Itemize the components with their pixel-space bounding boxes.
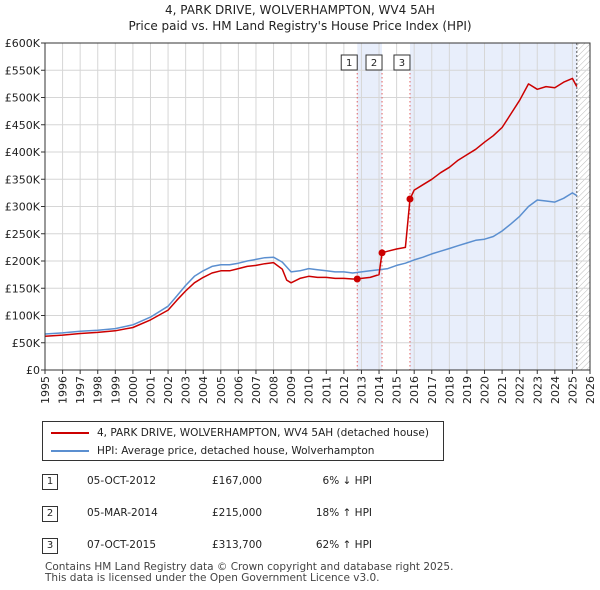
- x-tick-label: 2011: [320, 376, 333, 404]
- x-tick-label: 1996: [57, 376, 70, 404]
- x-tick-label: 2010: [303, 376, 316, 404]
- y-tick-label: £350K: [5, 173, 41, 186]
- footer-copyright: Contains HM Land Registry data © Crown c…: [45, 561, 454, 573]
- transaction-number: 3: [42, 538, 58, 554]
- transaction-label-box: [393, 54, 411, 71]
- y-tick-label: £500K: [5, 92, 41, 105]
- x-tick-label: 2012: [338, 376, 351, 404]
- y-tick-label: £100K: [5, 310, 41, 323]
- x-tick-label: 2013: [355, 376, 368, 404]
- x-tick-label: 1997: [74, 376, 87, 404]
- x-tick-label: 2022: [514, 376, 527, 404]
- transaction-label: 1: [346, 58, 352, 69]
- hpi-line: [44, 192, 578, 335]
- transaction-hpi: 62% ↑ HPI: [315, 539, 372, 551]
- chart-lines: [44, 77, 578, 337]
- y-tick-label: £450K: [5, 119, 41, 132]
- y-tick-label: £150K: [5, 282, 41, 295]
- y-tick-label: £400K: [5, 146, 41, 159]
- legend-label-hpi: HPI: Average price, detached house, Wolv…: [97, 445, 375, 457]
- chart-title: 4, PARK DRIVE, WOLVERHAMPTON, WV4 5AH: [165, 3, 435, 17]
- x-tick-label: 2000: [127, 376, 140, 404]
- transaction-number: 1: [42, 474, 58, 490]
- legend-label-property: 4, PARK DRIVE, WOLVERHAMPTON, WV4 5AH (d…: [97, 427, 429, 439]
- transaction-price: £215,000: [212, 507, 263, 519]
- x-tick-label: 2008: [268, 376, 281, 404]
- x-tick-label: 2018: [443, 376, 456, 404]
- y-tick-label: £300K: [5, 201, 41, 214]
- transaction-point: [378, 249, 386, 257]
- footer-license: This data is licensed under the Open Gov…: [45, 572, 380, 584]
- table-row: 3 07-OCT-2015 £313,700 62% ↑ HPI: [42, 538, 562, 554]
- chart-legend: 4, PARK DRIVE, WOLVERHAMPTON, WV4 5AH (d…: [42, 421, 444, 461]
- x-tick-label: 2019: [461, 376, 474, 404]
- legend-swatch-property: [51, 432, 89, 434]
- transaction-hpi: 18% ↑ HPI: [315, 507, 372, 519]
- table-row: 2 05-MAR-2014 £215,000 18% ↑ HPI: [42, 506, 562, 522]
- x-tick-label: 2015: [391, 376, 404, 404]
- x-tick-label: 2014: [373, 376, 386, 404]
- transaction-date: 07-OCT-2015: [87, 539, 156, 551]
- x-tick-label: 2009: [285, 376, 298, 404]
- x-tick-label: 2001: [144, 376, 157, 404]
- transaction-price: £313,700: [212, 539, 263, 551]
- transaction-label-box: [340, 54, 358, 71]
- y-tick-label: £50K: [12, 337, 41, 350]
- x-tick-label: 2023: [531, 376, 544, 404]
- x-tick-label: 2002: [162, 376, 175, 404]
- transaction-label-box: [365, 54, 383, 71]
- legend-item-property: 4, PARK DRIVE, WOLVERHAMPTON, WV4 5AH (d…: [51, 425, 429, 441]
- x-tick-label: 2016: [408, 376, 421, 404]
- transaction-number: 2: [42, 506, 58, 522]
- transaction-point: [353, 275, 361, 283]
- property-price-line: [44, 77, 578, 337]
- x-tick-label: 2007: [250, 376, 263, 404]
- x-tick-label: 2020: [479, 376, 492, 404]
- x-tick-label: 2025: [566, 376, 579, 404]
- x-tick-label: 2021: [496, 376, 509, 404]
- transaction-label: 3: [399, 58, 405, 69]
- y-tick-label: £550K: [5, 64, 41, 77]
- transaction-date: 05-MAR-2014: [87, 507, 158, 519]
- price-chart: 1 2 3 £0 £50K £100K £150K £200K £250K £300K £350K…: [5, 37, 597, 404]
- x-tick-label: 2005: [215, 376, 228, 404]
- y-tick-label: £200K: [5, 255, 41, 268]
- y-tick-label: £250K: [5, 228, 41, 241]
- y-tick-label: £0: [26, 364, 40, 377]
- x-tick-label: 2004: [197, 376, 210, 404]
- chart-subtitle: Price paid vs. HM Land Registry's House …: [128, 19, 472, 33]
- chart-axes: £0 £50K £100K £150K £200K £250K £300K £350K £400…: [5, 37, 597, 404]
- transaction-price: £167,000: [212, 475, 263, 487]
- transaction-point: [406, 195, 414, 203]
- chart-grid: [44, 42, 591, 371]
- y-tick-label: £600K: [5, 37, 41, 50]
- table-row: 1 05-OCT-2012 £167,000 6% ↓ HPI: [42, 474, 562, 490]
- legend-item-hpi: HPI: Average price, detached house, Wolv…: [51, 443, 374, 459]
- transaction-hpi: 6% ↓ HPI: [322, 475, 372, 487]
- x-tick-label: 1995: [39, 376, 52, 404]
- chart-markers: 1 2 3: [340, 54, 414, 283]
- x-tick-label: 1999: [109, 376, 122, 404]
- x-tick-label: 2017: [426, 376, 439, 404]
- x-tick-label: 2024: [549, 376, 562, 404]
- x-tick-label: 2003: [180, 376, 193, 404]
- legend-swatch-hpi: [51, 450, 89, 452]
- x-tick-label: 1998: [92, 376, 105, 404]
- transaction-date: 05-OCT-2012: [87, 475, 156, 487]
- x-tick-label: 2026: [584, 376, 597, 404]
- x-tick-label: 2006: [232, 376, 245, 404]
- transaction-label: 2: [371, 58, 377, 69]
